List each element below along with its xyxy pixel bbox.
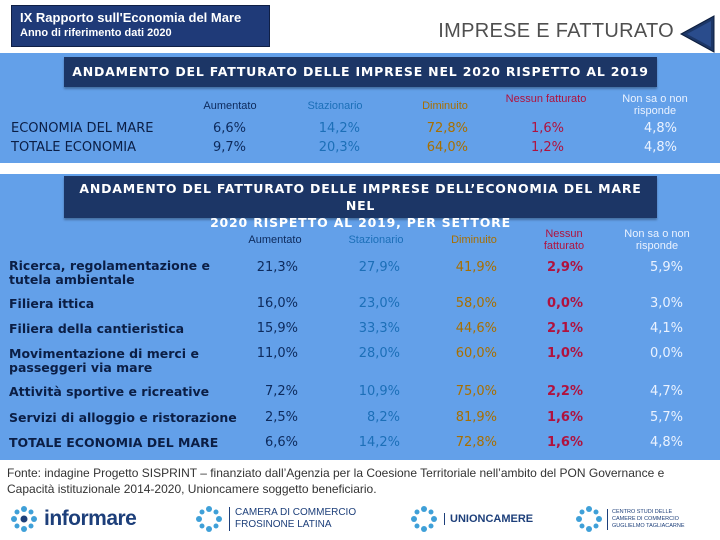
t2-cell: 2,2% — [546, 384, 583, 399]
report-badge: IX Rapporto sull'Economia del Mare Anno … — [11, 5, 270, 47]
unioncamere-wordmark: UNIONCAMERE — [444, 513, 533, 525]
logo-star-icon — [576, 506, 602, 532]
tagliacarne-line3: GUGLIELMO TAGLIACARNE — [612, 522, 685, 529]
t2-cell: 2,9% — [546, 260, 583, 275]
t2-cell: 15,9% — [256, 321, 298, 336]
informare-logo: informare — [10, 502, 137, 536]
unioncamere-logo: UNIONCAMERE — [410, 502, 533, 536]
t1-row-label: ECONOMIA DEL MARE — [11, 121, 154, 136]
t2-cell: 5,7% — [649, 410, 683, 425]
t2-row-label: Attività sportive e ricreative — [9, 384, 210, 399]
informare-wordmark: informare — [44, 507, 137, 530]
t2-cell: 1,6% — [546, 410, 583, 425]
t2-cell: 0,0% — [546, 296, 583, 311]
t2-cell: 44,6% — [455, 321, 497, 336]
t2-cell: 2,5% — [264, 410, 298, 425]
t2-cell: 58,0% — [455, 296, 497, 311]
t2-cell: 72,8% — [455, 435, 497, 450]
t2-cell: 8,2% — [366, 410, 400, 425]
camera-line2: FROSINONE LATINA — [235, 519, 332, 530]
t2-col-diminuito: Diminuito — [451, 234, 497, 246]
t1-cell: 4,8% — [643, 121, 677, 136]
t2-cell: 7,2% — [264, 384, 298, 399]
t2-col-nessun: Nessun fatturato — [543, 228, 585, 252]
report-title: IX Rapporto sull'Economia del Mare — [20, 10, 242, 25]
t2-col-nonsa: Non sa o non risponde — [624, 228, 690, 252]
t1-cell: 72,8% — [426, 121, 468, 136]
t2-col-stazionario: Stazionario — [348, 234, 404, 246]
table2-title-line1: ANDAMENTO DEL FATTURATO DELLE IMPRESE DE… — [79, 181, 642, 213]
t2-cell: 14,2% — [358, 435, 400, 450]
slide-title: IMPRESE E FATTURATO — [438, 20, 674, 42]
t2-row-label: Filiera ittica — [9, 296, 95, 311]
t2-cell: 28,0% — [358, 346, 400, 361]
t2-cell: 4,1% — [649, 321, 683, 336]
t2-cell: 0,0% — [649, 346, 683, 361]
tagliacarne-line1: CENTRO STUDI DELLE — [612, 508, 673, 515]
t1-cell: 9,7% — [212, 140, 246, 155]
source-note: Fonte: indagine Progetto SISPRINT – fina… — [7, 466, 665, 496]
t1-cell: 64,0% — [426, 140, 468, 155]
t2-cell: 60,0% — [455, 346, 497, 361]
table2-background — [0, 174, 720, 460]
logo-star-icon — [196, 506, 222, 532]
t2-cell: 41,9% — [455, 260, 497, 275]
t2-cell: 4,7% — [649, 384, 683, 399]
table1-title: ANDAMENTO DEL FATTURATO DELLE IMPRESE NE… — [64, 57, 657, 87]
t2-cell: 3,0% — [649, 296, 683, 311]
back-arrow-icon[interactable] — [678, 14, 718, 54]
t1-col-nessun: Nessun fatturato — [505, 93, 587, 105]
tagliacarne-logo: CENTRO STUDI DELLE CAMERE DI COMMERCIO G… — [575, 502, 685, 536]
t1-cell: 4,8% — [643, 140, 677, 155]
t2-cell: 21,3% — [256, 260, 298, 275]
t2-cell: 23,0% — [358, 296, 400, 311]
t2-row-label: TOTALE ECONOMIA DEL MARE — [9, 435, 219, 450]
t1-cell: 20,3% — [318, 140, 360, 155]
t2-cell: 75,0% — [455, 384, 497, 399]
t1-col-nonsa: Non sa o non risponde — [622, 93, 688, 117]
t2-cell: 5,9% — [649, 260, 683, 275]
camera-line1: CAMERA DI COMMERCIO — [235, 507, 357, 518]
t1-row-label: TOTALE ECONOMIA — [11, 140, 137, 155]
t1-col-aumentato: Aumentato — [203, 100, 257, 112]
t2-cell: 33,3% — [358, 321, 400, 336]
t2-cell: 1,6% — [546, 435, 583, 450]
t1-cell: 14,2% — [318, 121, 360, 136]
t2-row-label: Filiera della cantieristica — [9, 321, 185, 336]
report-subtitle: Anno di riferimento dati 2020 — [20, 27, 172, 39]
logo-star-icon — [411, 506, 437, 532]
t2-row-label: Movimentazione di merci e passeggeri via… — [9, 346, 199, 375]
t2-cell: 81,9% — [455, 410, 497, 425]
t1-cell: 1,2% — [530, 140, 564, 155]
t2-cell: 10,9% — [358, 384, 400, 399]
t2-cell: 27,9% — [358, 260, 400, 275]
t1-col-stazionario: Stazionario — [307, 100, 363, 112]
table2-title-line2: 2020 RISPETTO AL 2019, PER SETTORE — [210, 215, 511, 230]
t2-cell: 6,6% — [264, 435, 298, 450]
tagliacarne-line2: CAMERE DI COMMERCIO — [612, 515, 679, 522]
t2-cell: 16,0% — [256, 296, 298, 311]
t1-cell: 1,6% — [530, 121, 564, 136]
table2-title: ANDAMENTO DEL FATTURATO DELLE IMPRESE DE… — [64, 176, 657, 230]
t2-row-label: Servizi di alloggio e ristorazione — [9, 410, 237, 425]
t2-cell: 11,0% — [256, 346, 298, 361]
t2-col-aumentato: Aumentato — [248, 234, 302, 246]
camera-commercio-logo: CAMERA DI COMMERCIO FROSINONE LATINA — [195, 502, 356, 536]
t2-cell: 1,0% — [546, 346, 583, 361]
t2-row-label: Ricerca, regolamentazione e tutela ambie… — [9, 258, 210, 287]
t2-cell: 4,8% — [649, 435, 683, 450]
logo-star-icon — [11, 506, 37, 532]
t2-cell: 2,1% — [546, 321, 583, 336]
t1-cell: 6,6% — [212, 121, 246, 136]
t1-col-diminuito: Diminuito — [422, 100, 468, 112]
